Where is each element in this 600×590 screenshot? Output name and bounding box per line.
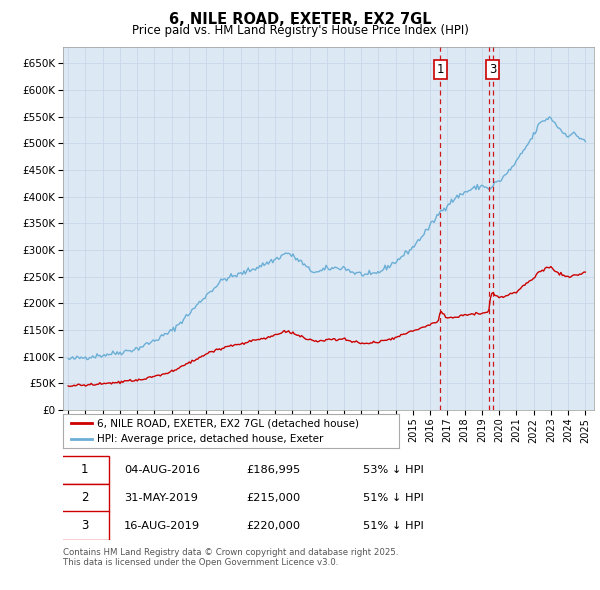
FancyBboxPatch shape bbox=[61, 455, 109, 484]
Text: £220,000: £220,000 bbox=[246, 521, 301, 531]
Text: HPI: Average price, detached house, Exeter: HPI: Average price, detached house, Exet… bbox=[97, 434, 323, 444]
FancyBboxPatch shape bbox=[61, 484, 109, 512]
Text: 3: 3 bbox=[489, 63, 496, 76]
Text: 3: 3 bbox=[81, 519, 88, 532]
Text: 04-AUG-2016: 04-AUG-2016 bbox=[124, 465, 200, 475]
Text: 51% ↓ HPI: 51% ↓ HPI bbox=[363, 493, 424, 503]
Text: 16-AUG-2019: 16-AUG-2019 bbox=[124, 521, 200, 531]
Text: 53% ↓ HPI: 53% ↓ HPI bbox=[363, 465, 424, 475]
Text: 51% ↓ HPI: 51% ↓ HPI bbox=[363, 521, 424, 531]
Text: 1: 1 bbox=[437, 63, 444, 76]
Text: Contains HM Land Registry data © Crown copyright and database right 2025.
This d: Contains HM Land Registry data © Crown c… bbox=[63, 548, 398, 567]
Text: £215,000: £215,000 bbox=[246, 493, 301, 503]
Text: 31-MAY-2019: 31-MAY-2019 bbox=[124, 493, 198, 503]
Text: 2: 2 bbox=[81, 491, 89, 504]
Text: 6, NILE ROAD, EXETER, EX2 7GL (detached house): 6, NILE ROAD, EXETER, EX2 7GL (detached … bbox=[97, 418, 359, 428]
Text: 6, NILE ROAD, EXETER, EX2 7GL: 6, NILE ROAD, EXETER, EX2 7GL bbox=[169, 12, 431, 27]
Text: 1: 1 bbox=[81, 464, 89, 477]
FancyBboxPatch shape bbox=[61, 512, 109, 540]
Text: Price paid vs. HM Land Registry's House Price Index (HPI): Price paid vs. HM Land Registry's House … bbox=[131, 24, 469, 37]
Text: £186,995: £186,995 bbox=[246, 465, 301, 475]
